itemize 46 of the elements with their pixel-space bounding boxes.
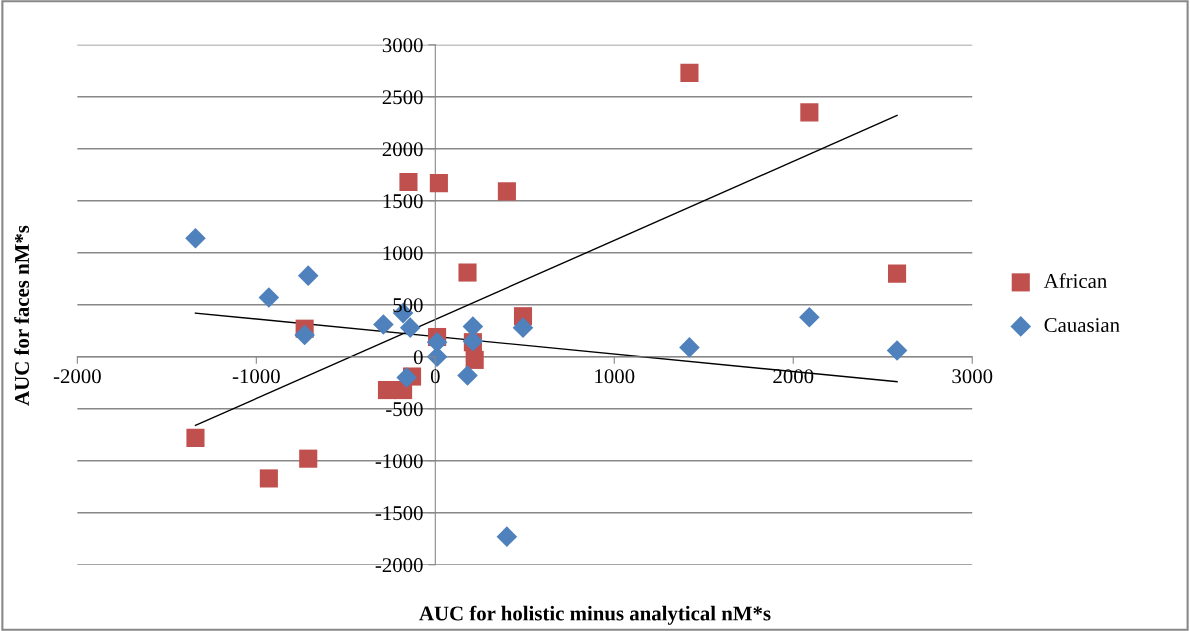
point xyxy=(259,469,278,488)
x-tick-label: -1000 xyxy=(232,369,280,384)
point xyxy=(799,306,820,328)
y-tick-label: 0 xyxy=(413,350,423,365)
point xyxy=(679,337,700,358)
point xyxy=(497,182,516,201)
y-tick-label: 1000 xyxy=(383,246,423,261)
x-tick-label: 2000 xyxy=(773,369,814,384)
legend-label: African xyxy=(1043,273,1107,289)
point xyxy=(396,367,417,388)
point xyxy=(680,63,699,82)
y-tick-label: -1500 xyxy=(375,506,423,521)
point xyxy=(426,346,448,368)
x-tick-label: 1000 xyxy=(595,369,635,384)
x-axis-title: AUC for holistic minus analytical nM*s xyxy=(419,605,771,625)
point xyxy=(496,526,518,547)
point xyxy=(297,265,319,286)
point xyxy=(399,173,418,192)
point xyxy=(458,263,477,282)
x-tick-label: -2000 xyxy=(53,369,101,384)
point xyxy=(465,350,484,369)
x-tick-label: 0 xyxy=(430,369,440,384)
point xyxy=(800,103,819,122)
point xyxy=(258,287,280,308)
y-tick-label: 1500 xyxy=(383,194,423,209)
y-axis-title: AUC for faces nM*s xyxy=(14,225,30,406)
point xyxy=(294,324,315,346)
point xyxy=(888,264,907,283)
y-tick-label: 2500 xyxy=(382,90,423,105)
point xyxy=(512,317,534,338)
y-tick-label: -1000 xyxy=(375,454,423,469)
point xyxy=(373,314,394,335)
point xyxy=(299,449,318,468)
y-tick-label: -500 xyxy=(386,402,423,417)
y-tick-label: 3000 xyxy=(382,38,423,53)
point xyxy=(185,227,206,249)
point xyxy=(429,174,448,193)
y-tick-label: -2000 xyxy=(375,558,423,573)
point xyxy=(399,317,421,338)
y-tick-label: 2000 xyxy=(382,142,423,157)
point xyxy=(886,340,908,361)
point xyxy=(457,365,478,386)
x-tick-label: 3000 xyxy=(952,369,993,384)
legend-label: Cauasian xyxy=(1044,318,1120,333)
y-tick-label: 500 xyxy=(393,298,423,313)
point xyxy=(186,428,205,447)
